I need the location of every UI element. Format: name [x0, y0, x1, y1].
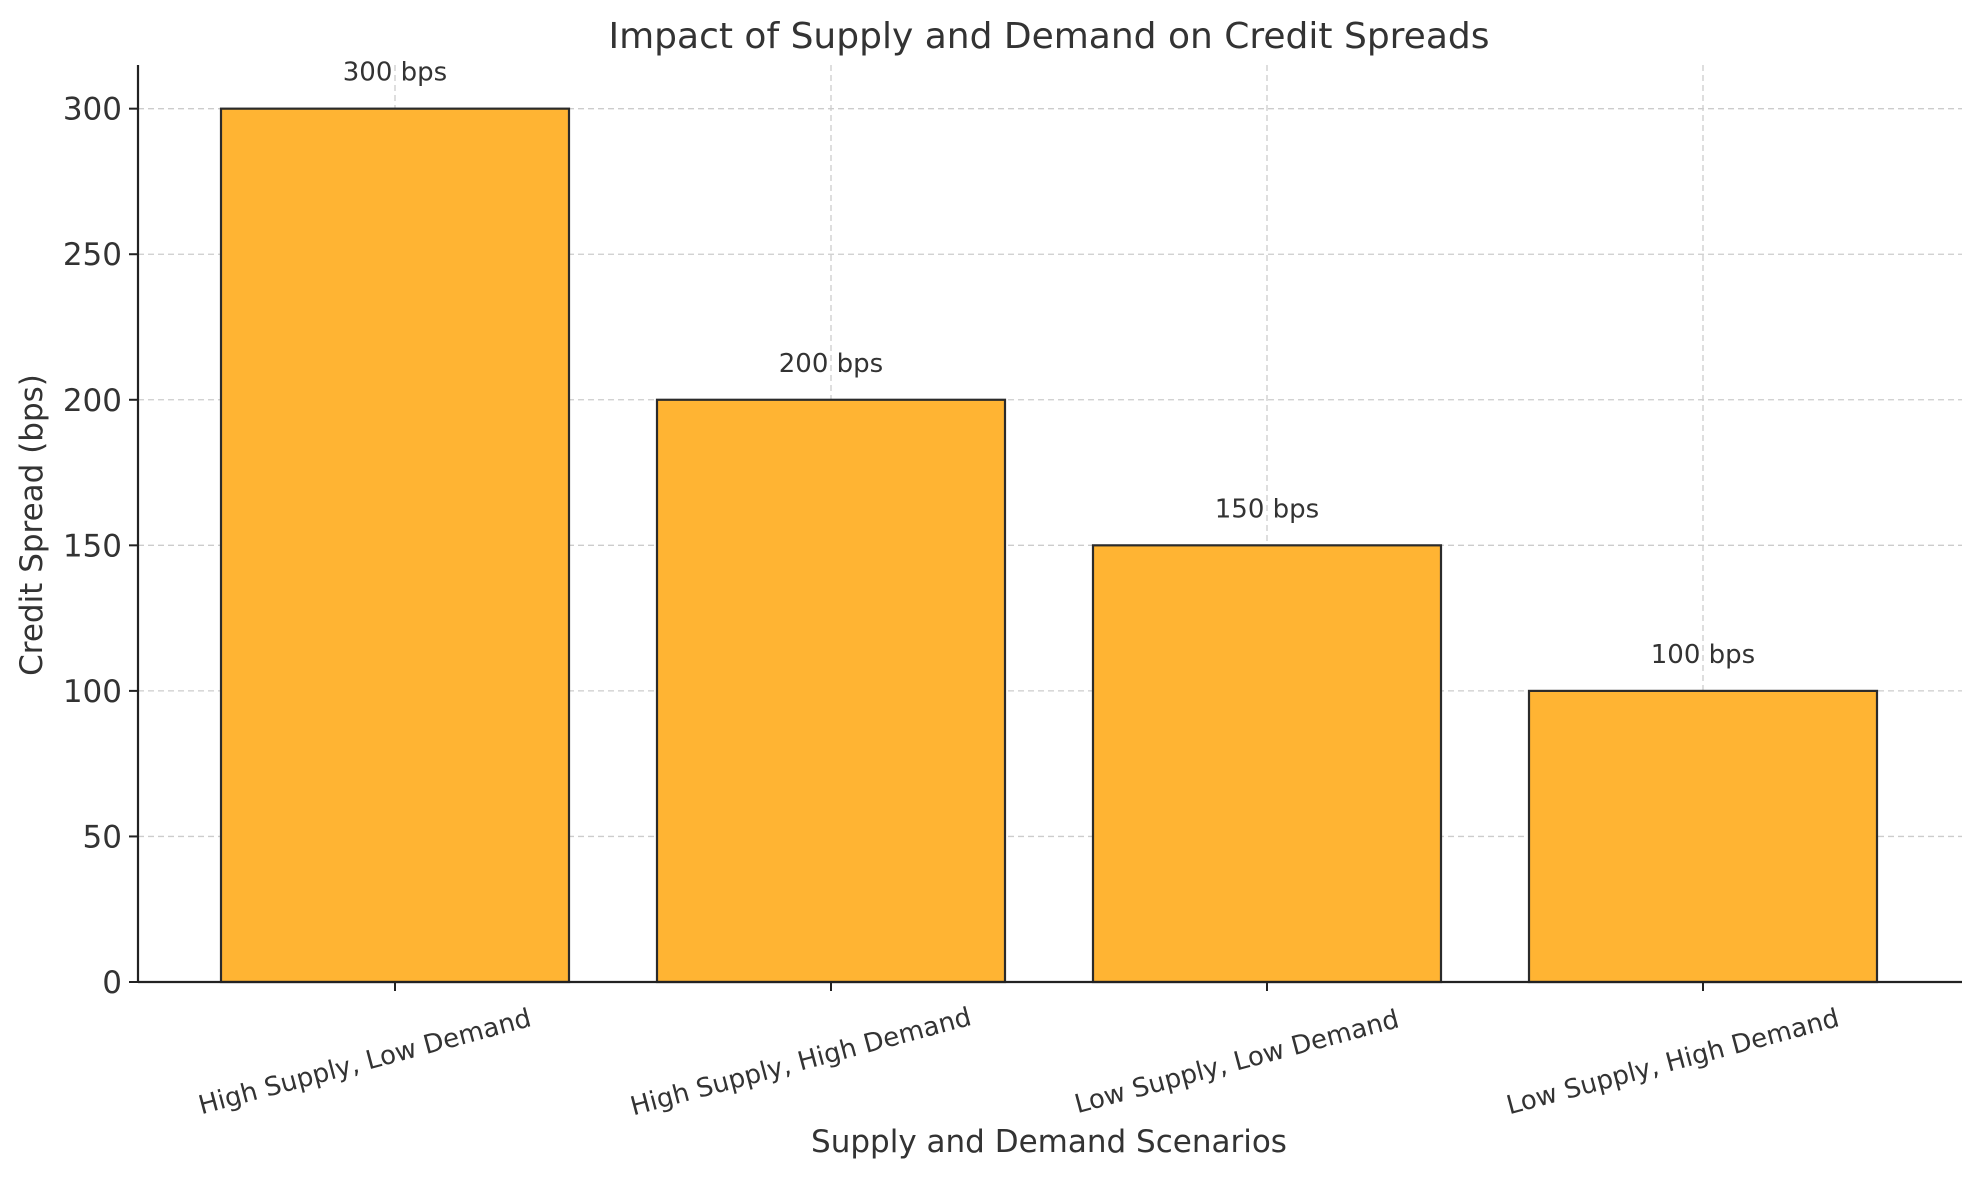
- y-axis-label: Credit Spread (bps): [14, 374, 50, 676]
- x-tick-label: Low Supply, Low Demand: [1072, 1005, 1403, 1121]
- bar: [1527, 689, 1879, 984]
- y-tick-label: 150: [63, 528, 122, 564]
- bar: [219, 107, 571, 984]
- y-tick-label: 100: [63, 674, 122, 710]
- data-label: 150 bps: [1215, 494, 1319, 524]
- data-label: 200 bps: [779, 349, 883, 379]
- chart-title: Impact of Supply and Demand on Credit Sp…: [608, 16, 1489, 57]
- x-tick-label: High Supply, High Demand: [627, 1002, 974, 1122]
- bar: [655, 398, 1007, 984]
- data-label: 100 bps: [1651, 640, 1755, 670]
- y-tick-label: 50: [83, 819, 122, 855]
- x-axis-label: Supply and Demand Scenarios: [811, 1124, 1287, 1160]
- y-tick-label: 250: [63, 237, 122, 273]
- axes-layer: [129, 65, 1962, 991]
- x-tick-label: High Supply, Low Demand: [195, 1003, 534, 1121]
- bar: [1091, 544, 1443, 984]
- data-label: 300 bps: [343, 58, 447, 88]
- x-tick-label: Low Supply, High Demand: [1503, 1003, 1842, 1121]
- y-tick-label: 300: [63, 92, 122, 128]
- y-tick-label: 0: [102, 965, 122, 1001]
- bars-layer: [219, 107, 1879, 984]
- y-tick-label: 200: [63, 383, 122, 419]
